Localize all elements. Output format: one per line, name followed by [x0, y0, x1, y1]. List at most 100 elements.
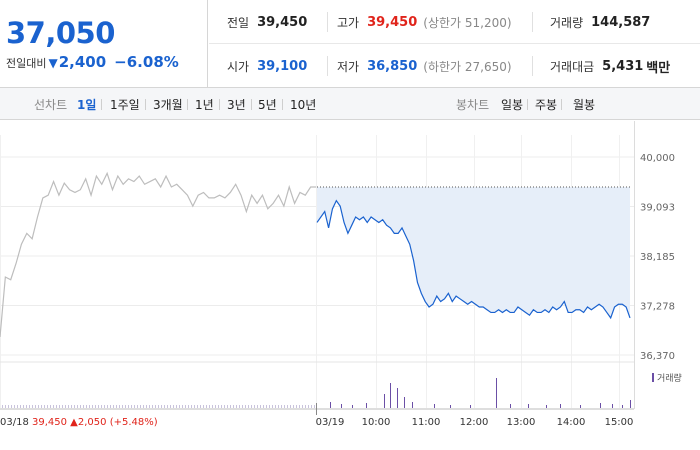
- volume-bar: [77, 405, 78, 408]
- volume-bar: [560, 404, 561, 408]
- tab-divider: [101, 99, 102, 110]
- tab-1day[interactable]: 1일: [77, 98, 97, 112]
- quote-info-row-1: 전일 39,450 고가 39,450 (상한가 51,200) 거래량 144…: [209, 0, 700, 44]
- volume-bar: [546, 405, 547, 408]
- volume-bar: [272, 405, 273, 408]
- quote-info-row-2: 시가 39,100 저가 36,850 (하한가 27,650) 거래대금 5,…: [209, 44, 700, 88]
- prev-close-cell: 전일 39,450: [227, 0, 307, 44]
- today-fill: [317, 186, 630, 318]
- volume-bar: [528, 404, 529, 408]
- volume-bar: [26, 405, 27, 408]
- upper-limit: (상한가 51,200): [423, 15, 512, 30]
- volume-bar: [254, 405, 255, 408]
- tab-weekly-candle[interactable]: 주봉: [535, 98, 558, 112]
- tab-10years[interactable]: 10년: [290, 98, 317, 112]
- volume-bar: [341, 404, 342, 408]
- volume-bar: [251, 405, 252, 408]
- tab-daily-candle[interactable]: 일봉: [501, 98, 524, 112]
- amount-label: 거래대금: [550, 59, 595, 74]
- amount-cell: 거래대금 5,431 백만: [550, 44, 670, 88]
- volume-bar: [71, 405, 72, 408]
- volume-bar: [314, 405, 315, 408]
- volume-bar: [134, 405, 135, 408]
- volume-bar: [29, 405, 30, 408]
- volume-bar: [266, 405, 267, 408]
- volume-bar: [41, 405, 42, 408]
- volume-bar: [600, 403, 601, 408]
- volume-bar: [221, 405, 222, 408]
- tab-3months[interactable]: 3개월: [153, 98, 183, 112]
- volume-cell: 거래량 144,587: [550, 0, 650, 44]
- tab-5years[interactable]: 5년: [258, 98, 277, 112]
- volume-bar: [450, 405, 451, 408]
- change-label: 전일대비: [6, 57, 47, 70]
- volume-bar: [68, 405, 69, 408]
- volume-bar: [179, 405, 180, 408]
- high-label: 고가: [337, 15, 360, 30]
- volume-bar: [275, 405, 276, 408]
- volume-bar: [182, 405, 183, 408]
- chart-svg: 40,000 39,093 38,185 37,278 36,370 거래량 03/19…: [0, 121, 682, 428]
- down-arrow-icon: ▼: [48, 56, 58, 70]
- volume-bar: [113, 405, 114, 408]
- volume-bar: [384, 394, 385, 408]
- volume-bar: [89, 405, 90, 408]
- volume-bar: [330, 402, 331, 408]
- tab-3years[interactable]: 3년: [227, 98, 246, 112]
- amount-unit: 백만: [646, 60, 671, 76]
- y-tick-label: 40,000: [640, 153, 675, 164]
- volume-bar: [137, 405, 138, 408]
- volume-bar: [197, 405, 198, 408]
- volume-bar: [434, 404, 435, 408]
- tab-divider: [251, 99, 252, 110]
- volume-bar: [125, 405, 126, 408]
- x-tick-label: 13:00: [507, 417, 536, 428]
- volume-bar: [14, 405, 15, 408]
- volume-bar: [230, 405, 231, 408]
- volume-bar: [155, 405, 156, 408]
- volume-bar: [390, 383, 391, 408]
- volume-bars: 거래량: [0, 361, 682, 408]
- open-value: 39,100: [257, 58, 308, 74]
- volume-bar: [239, 405, 240, 408]
- volume-bar: [122, 405, 123, 408]
- tab-1year[interactable]: 1년: [195, 98, 214, 112]
- volume-bar: [412, 402, 413, 408]
- volume-bar: [206, 405, 207, 408]
- open-cell: 시가 39,100: [227, 44, 307, 88]
- volume-bar: [110, 405, 111, 408]
- divider: [327, 12, 328, 32]
- tab-monthly-candle[interactable]: 월봉: [573, 98, 596, 112]
- volume-bar: [366, 403, 367, 408]
- y-tick-label: 36,370: [640, 351, 675, 362]
- volume-bar: [74, 405, 75, 408]
- divider: [532, 12, 533, 32]
- volume-bar: [170, 405, 171, 408]
- high-cell: 고가 39,450 (상한가 51,200): [337, 0, 512, 44]
- volume-bar: [173, 405, 174, 408]
- volume-legend-swatch: [652, 373, 654, 382]
- volume-label: 거래량: [550, 15, 584, 30]
- x-tick-label: 11:00: [412, 417, 441, 428]
- volume-bar: [104, 405, 105, 408]
- volume-bar: [188, 405, 189, 408]
- volume-bar: [176, 405, 177, 408]
- volume-bar: [612, 404, 613, 408]
- volume-bar: [630, 400, 631, 408]
- today-line: [316, 199, 631, 320]
- tab-1week[interactable]: 1주일: [110, 98, 140, 112]
- volume-bar: [257, 405, 258, 408]
- volume-bar: [143, 405, 144, 408]
- chart-period-tabs: 선차트 1일 1주일 3개월 1년 3년 5년 10년 봉차트 일봉 주봉 월봉: [0, 88, 700, 120]
- divider: [327, 56, 328, 76]
- prev-close-value: 39,450: [257, 14, 308, 30]
- volume-bar: [242, 405, 243, 408]
- volume-bar: [308, 405, 309, 408]
- volume-bar: [116, 405, 117, 408]
- intraday-chart[interactable]: 40,000 39,093 38,185 37,278 36,370 거래량 03/19…: [0, 121, 700, 450]
- high-value: 39,450: [367, 14, 418, 30]
- volume-bar: [248, 405, 249, 408]
- change-value: 2,400: [58, 53, 107, 71]
- volume-bar: [191, 405, 192, 408]
- x-tick-label: 14:00: [557, 417, 586, 428]
